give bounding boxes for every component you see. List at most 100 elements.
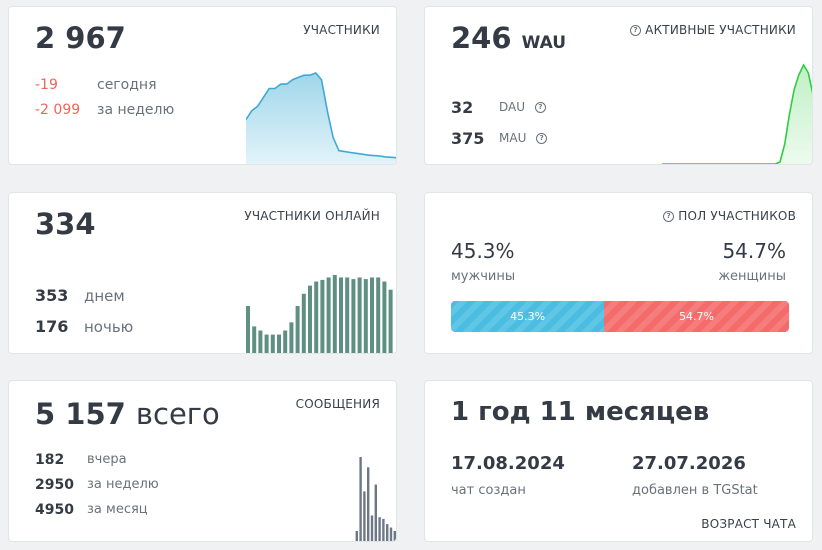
members-area-chart — [246, 72, 396, 164]
dau-label: DAU ? — [499, 100, 550, 114]
online-bar-13 — [326, 277, 331, 353]
messages-bar-30 — [367, 467, 370, 541]
online-bar-20 — [370, 277, 374, 353]
female-segment-label: 54.7% — [679, 310, 715, 323]
messages-bar-33 — [378, 517, 381, 541]
female-percent: 54.7% — [722, 239, 786, 263]
messages-bar-32 — [374, 484, 377, 541]
messages-caption: СООБЩЕНИЯ — [295, 397, 380, 411]
online-bar-5 — [277, 334, 281, 353]
online-bar-7 — [289, 322, 294, 353]
active-card[interactable]: 246 WAU ? АКТИВНЫЕ УЧАСТНИКИ 32 DAU ? 375… — [424, 6, 813, 165]
online-day-label: днем — [84, 287, 125, 305]
active-total-unit: WAU — [521, 33, 567, 53]
active-area-chart — [662, 63, 812, 164]
messages-total-unit: всего — [135, 397, 220, 431]
messages-month-value: 4950 — [35, 502, 74, 518]
created-date: 17.08.2024 — [451, 453, 565, 474]
messages-total-value: 5 157 — [35, 397, 126, 431]
members-today-label: сегодня — [97, 77, 157, 93]
members-card[interactable]: 2 967 УЧАСТНИКИ -19 сегодня -2 099 за не… — [8, 6, 397, 165]
online-total: 334 — [35, 207, 96, 241]
messages-card[interactable]: 5 157 всего СООБЩЕНИЯ 182 вчера 2950 за … — [8, 380, 397, 542]
online-bar-2 — [258, 330, 263, 353]
male-label: мужчины — [451, 269, 516, 284]
online-bar-22 — [382, 281, 387, 353]
online-caption: УЧАСТНИКИ ОНЛАЙН — [244, 209, 380, 223]
messages-bar-34 — [382, 518, 385, 541]
gender-ratio-bar: 45.3% 54.7% — [451, 301, 789, 332]
online-bar-17 — [351, 279, 356, 353]
mau-label: MAU ? — [499, 131, 551, 145]
mau-value: 375 — [451, 129, 485, 148]
online-bar-15 — [339, 277, 343, 353]
active-series-line — [662, 63, 812, 164]
messages-bar-35 — [386, 524, 389, 541]
online-bar-18 — [357, 277, 362, 353]
online-night-label: ночью — [84, 318, 134, 336]
help-icon[interactable]: ? — [630, 25, 642, 36]
created-label: чат создан — [451, 483, 526, 498]
online-bar-8 — [295, 306, 300, 353]
members-week-label: за неделю — [97, 102, 175, 118]
members-week-value: -2 099 — [35, 102, 81, 118]
messages-bar-36 — [389, 527, 393, 541]
online-bar-9 — [301, 293, 306, 353]
active-total-value: 246 — [451, 21, 512, 55]
added-date: 27.07.2026 — [632, 453, 746, 474]
chat-age: 1 год 11 месяцев — [451, 397, 710, 427]
members-today-value: -19 — [35, 77, 58, 93]
messages-bar-29 — [363, 491, 366, 541]
messages-bar-28 — [359, 457, 362, 541]
online-bar-14 — [332, 275, 337, 353]
messages-bar-31 — [370, 515, 374, 541]
online-bar-4 — [270, 334, 275, 353]
online-bar-19 — [363, 279, 368, 353]
dau-value: 32 — [451, 98, 474, 117]
male-segment-label: 45.3% — [510, 310, 546, 323]
online-day-value: 353 — [35, 286, 69, 305]
messages-bar-37 — [393, 530, 396, 541]
online-bar-16 — [345, 277, 350, 353]
members-series-area — [246, 73, 396, 164]
messages-month-label: за месяц — [87, 502, 148, 517]
mau-help-icon[interactable]: ? — [536, 133, 548, 144]
online-bar-23 — [388, 289, 393, 353]
age-caption: ВОЗРАСТ ЧАТА — [701, 517, 796, 531]
help-icon[interactable]: ? — [663, 211, 675, 222]
online-bar-11 — [314, 281, 319, 353]
online-night-value: 176 — [35, 317, 69, 336]
online-bar-0 — [246, 306, 250, 353]
added-label: добавлен в TGStat — [632, 483, 758, 498]
online-bar-6 — [283, 330, 288, 353]
messages-yesterday-label: вчера — [87, 452, 127, 467]
active-total: 246 WAU — [451, 21, 566, 55]
messages-bar-27 — [355, 530, 358, 541]
active-series-area — [662, 65, 812, 164]
online-bar-1 — [252, 326, 257, 353]
messages-bar-chart — [355, 457, 396, 541]
male-percent: 45.3% — [451, 239, 515, 263]
online-bar-10 — [308, 285, 312, 353]
online-card[interactable]: 334 УЧАСТНИКИ ОНЛАЙН 353 днем 176 ночью — [8, 192, 397, 354]
gender-caption: ? ПОЛ УЧАСТНИКОВ — [663, 209, 796, 223]
messages-week-label: за неделю — [87, 477, 159, 492]
members-series-line — [246, 72, 396, 159]
age-card[interactable]: 1 год 11 месяцев 17.08.2024 чат создан 2… — [424, 380, 813, 542]
mau-label-text: MAU — [499, 131, 527, 145]
messages-total: 5 157 всего — [35, 397, 220, 431]
gender-card[interactable]: ? ПОЛ УЧАСТНИКОВ 45.3% мужчины 54.7% женщ… — [424, 192, 813, 354]
dau-label-text: DAU — [499, 100, 526, 114]
messages-yesterday-value: 182 — [35, 452, 65, 468]
online-bar-3 — [264, 334, 269, 353]
female-label: женщины — [718, 269, 786, 284]
male-segment: 45.3% — [451, 301, 605, 332]
online-bar-chart — [246, 275, 393, 353]
members-caption: УЧАСТНИКИ — [303, 23, 380, 37]
active-caption: ? АКТИВНЫЕ УЧАСТНИКИ — [630, 23, 796, 37]
online-bar-12 — [320, 279, 325, 353]
dau-help-icon[interactable]: ? — [534, 102, 546, 113]
gender-caption-text: ПОЛ УЧАСТНИКОВ — [678, 209, 796, 223]
messages-week-value: 2950 — [35, 477, 74, 493]
online-bar-21 — [376, 277, 381, 353]
